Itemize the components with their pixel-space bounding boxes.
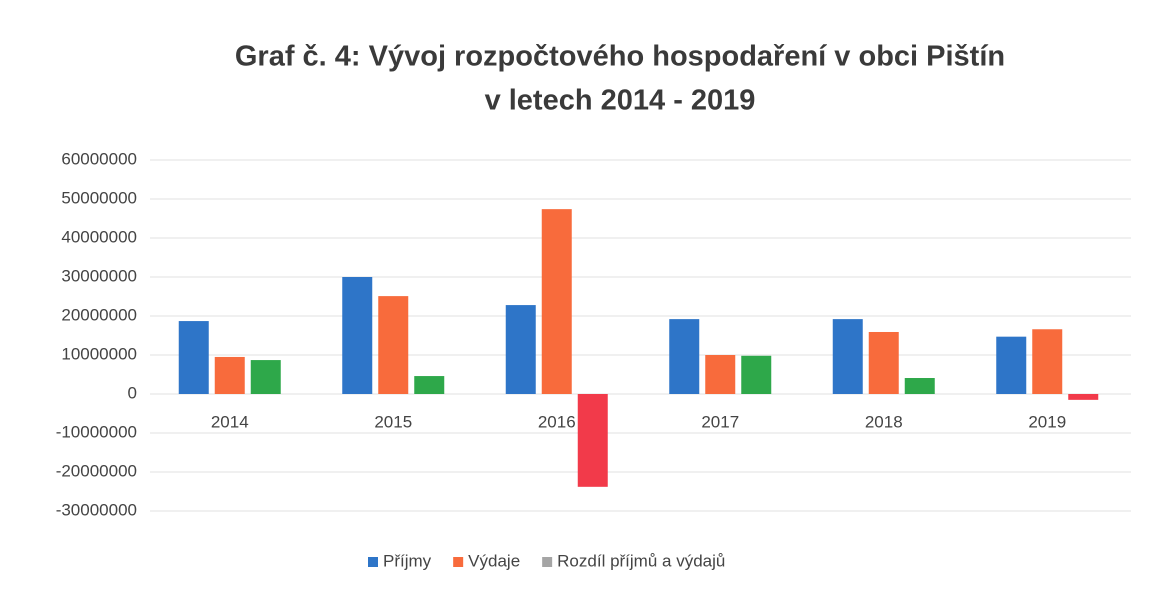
bar <box>705 355 736 394</box>
y-tick-label: 20000000 <box>61 305 137 324</box>
legend-swatch <box>453 557 464 567</box>
x-tick-label: 2015 <box>374 412 412 431</box>
chart-title: v letech 2014 - 2019 <box>485 85 756 117</box>
bar <box>214 356 245 394</box>
y-tick-label: 30000000 <box>61 266 137 285</box>
y-tick-label: 0 <box>128 383 137 402</box>
y-tick-label: 60000000 <box>61 149 137 168</box>
bar <box>541 209 572 394</box>
bar <box>1032 329 1063 394</box>
bar <box>669 319 700 394</box>
y-tick-label: 40000000 <box>61 227 137 246</box>
bar <box>868 331 899 394</box>
y-tick-label: -30000000 <box>56 500 137 519</box>
legend-swatch <box>368 557 378 567</box>
bar <box>178 321 209 394</box>
x-tick-label: 2016 <box>538 412 576 431</box>
legend-label: Příjmy <box>383 551 432 570</box>
bar <box>577 394 608 487</box>
x-tick-label: 2017 <box>701 412 739 431</box>
bar <box>414 376 445 394</box>
y-tick-label: 10000000 <box>61 344 137 363</box>
x-tick-label: 2014 <box>211 412 249 431</box>
legend-label: Výdaje <box>468 551 520 570</box>
y-tick-label: -10000000 <box>56 422 137 441</box>
bar <box>378 296 409 394</box>
bar <box>1068 394 1099 400</box>
x-tick-label: 2019 <box>1028 412 1066 431</box>
bar <box>832 319 863 394</box>
legend-label: Rozdíl příjmů a výdajů <box>557 551 725 570</box>
bar <box>741 355 772 394</box>
y-tick-label: 50000000 <box>61 188 137 207</box>
x-tick-label: 2018 <box>865 412 903 431</box>
bar <box>342 277 373 394</box>
y-tick-label: -20000000 <box>56 461 137 480</box>
chart-title: Graf č. 4: Vývoj rozpočtového hospodařen… <box>235 41 1005 73</box>
bar <box>250 360 281 394</box>
bar <box>904 378 935 394</box>
legend-swatch <box>542 557 553 567</box>
bar <box>505 305 536 394</box>
bar <box>996 336 1027 394</box>
